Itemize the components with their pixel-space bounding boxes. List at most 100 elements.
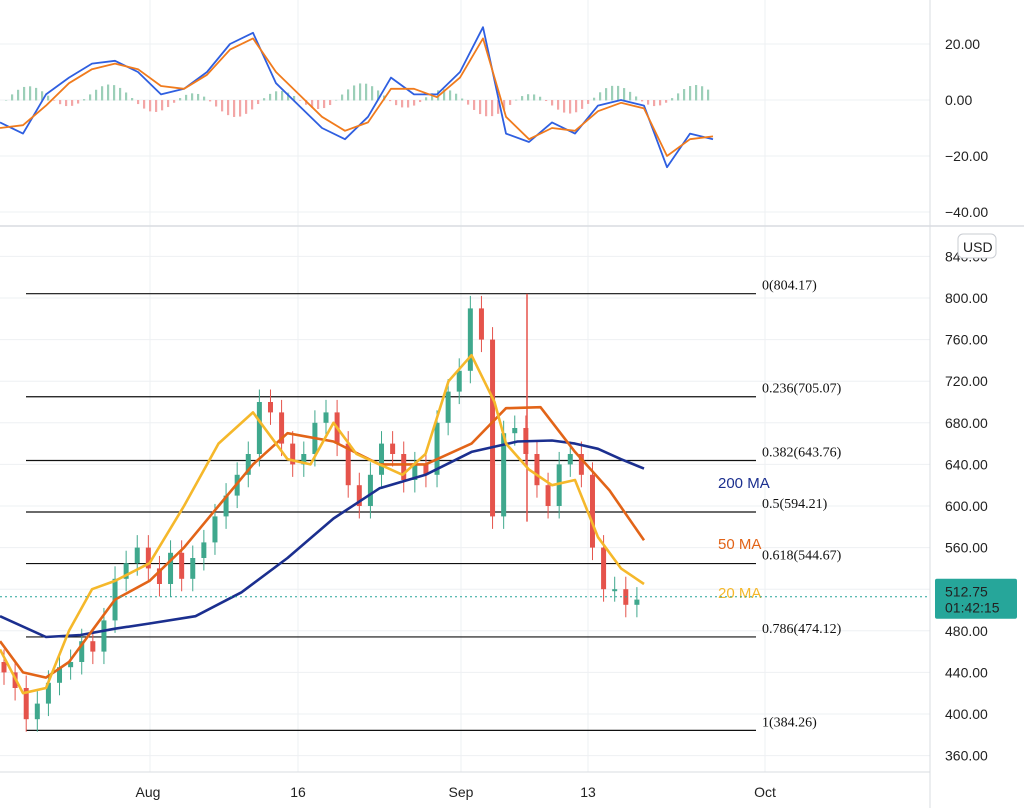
histogram-bar: [605, 88, 608, 101]
histogram-bar: [191, 93, 194, 101]
histogram-bar: [377, 90, 380, 101]
histogram-bar: [539, 96, 542, 101]
histogram-bar: [629, 91, 632, 101]
histogram-bar: [35, 87, 38, 101]
histogram-bar: [47, 95, 50, 101]
histogram-bar: [485, 100, 488, 117]
candle-body: [556, 464, 562, 506]
histogram-bar: [143, 100, 146, 109]
histogram-bar: [611, 85, 614, 101]
candle-body: [290, 443, 296, 465]
histogram-bar: [359, 83, 362, 101]
histogram-bar: [137, 100, 140, 105]
histogram-bar: [335, 99, 338, 101]
histogram-bar: [503, 100, 506, 110]
last-price-tag: [935, 578, 1017, 619]
histogram-bar: [431, 93, 434, 101]
histogram-bar: [347, 89, 350, 101]
candle-body: [101, 620, 107, 652]
histogram-bar: [101, 86, 104, 101]
histogram-bar: [341, 94, 344, 101]
candle-body: [223, 495, 229, 517]
candle-body: [267, 402, 273, 413]
candle-body: [401, 454, 407, 480]
price-tick-label: 640.00: [945, 456, 988, 472]
candle-body: [57, 667, 63, 683]
candle-body: [467, 308, 473, 371]
histogram-bar: [95, 89, 98, 101]
oscillator-line-1: [0, 37, 714, 157]
osc-tick-label: −40.00: [945, 204, 988, 220]
histogram-bar: [557, 100, 560, 110]
histogram-bar: [479, 100, 482, 115]
candle-body: [423, 464, 429, 475]
histogram-bar: [323, 100, 326, 109]
candle-body: [68, 662, 74, 668]
currency-label: USD: [963, 239, 993, 255]
candle-body: [567, 454, 573, 465]
histogram-bar: [155, 100, 158, 112]
histogram-bar: [425, 97, 428, 101]
histogram-bar: [659, 100, 662, 106]
candle-body: [634, 599, 640, 605]
candle-body: [456, 370, 462, 392]
ma-label: 20 MA: [718, 585, 761, 602]
fib-level-label: 0.236(705.07): [762, 382, 842, 397]
histogram-bar: [293, 95, 296, 101]
candle-body: [179, 552, 185, 579]
candle-body: [434, 422, 440, 475]
histogram-bar: [509, 100, 512, 105]
candle-body: [412, 464, 418, 480]
histogram-bar: [533, 94, 536, 101]
histogram-bar: [5, 100, 8, 101]
histogram-bar: [467, 100, 470, 105]
candle-body: [578, 454, 584, 475]
price-tick-label: 560.00: [945, 540, 988, 556]
histogram-bar: [575, 100, 578, 113]
histogram-bar: [245, 100, 248, 114]
candle-body: [612, 589, 618, 592]
histogram-bar: [701, 86, 704, 101]
price-pane: 0(804.17) 0.236(705.07) 0.382(643.76) 0.5(5…: [0, 279, 930, 732]
time-tick-label: 13: [580, 784, 596, 800]
histogram-bar: [491, 100, 494, 117]
histogram-bar: [173, 100, 176, 103]
time-tick-label: 16: [290, 784, 306, 800]
histogram-bar: [23, 86, 26, 101]
fib-level-label: 0.618(544.67): [762, 549, 842, 564]
histogram-bar: [299, 100, 302, 101]
histogram-bar: [527, 94, 530, 101]
candle-body: [168, 552, 174, 584]
histogram-bar: [707, 89, 710, 101]
candle-body: [201, 542, 207, 558]
histogram-bar: [119, 87, 122, 101]
time-tick-label: Aug: [136, 784, 161, 800]
candle-body: [23, 688, 29, 720]
histogram-bar: [365, 83, 368, 101]
histogram-bar: [65, 100, 68, 107]
candle-body: [90, 641, 96, 652]
histogram-bar: [167, 100, 170, 108]
last-price-value: 512.75: [945, 584, 988, 600]
histogram-bar: [461, 98, 464, 101]
fib-level-label: 0.786(474.12): [762, 622, 842, 637]
histogram-bar: [113, 85, 116, 101]
candle-body: [190, 558, 196, 579]
histogram-bar: [635, 96, 638, 101]
histogram-bar: [587, 100, 590, 104]
histogram-bar: [17, 89, 20, 101]
candle-body: [501, 433, 507, 517]
histogram-bar: [581, 100, 584, 109]
histogram-bar: [131, 98, 134, 101]
price-tick-label: 440.00: [945, 664, 988, 680]
price-tick-label: 480.00: [945, 623, 988, 639]
fib-level-label: 0.382(643.76): [762, 445, 842, 460]
osc-tick-label: −20.00: [945, 148, 988, 164]
histogram-bar: [59, 100, 62, 105]
candle-body: [356, 485, 362, 506]
histogram-bar: [251, 100, 254, 110]
histogram-bar: [203, 96, 206, 101]
histogram-bar: [689, 86, 692, 101]
candle-body: [545, 485, 551, 506]
